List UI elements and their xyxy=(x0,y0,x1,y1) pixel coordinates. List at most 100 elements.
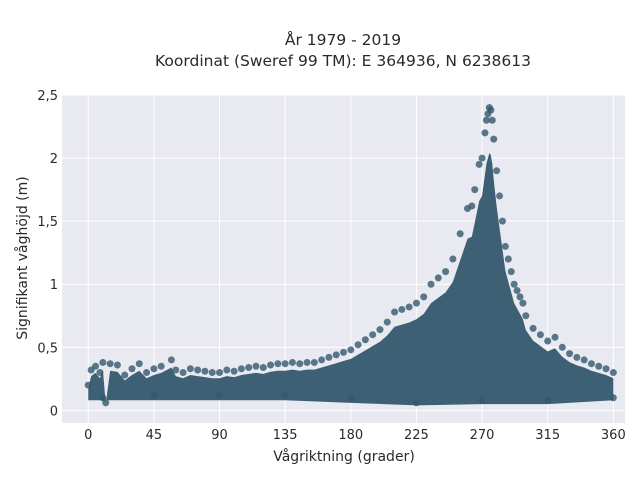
data-point xyxy=(186,365,194,373)
data-point xyxy=(121,371,129,379)
data-point xyxy=(143,369,151,377)
data-point xyxy=(488,116,496,124)
y-tick-label: 2 xyxy=(50,152,58,167)
data-point xyxy=(369,331,377,339)
data-point xyxy=(391,308,399,316)
data-point xyxy=(580,356,588,364)
data-point xyxy=(478,396,486,404)
data-point xyxy=(412,399,420,407)
x-tick-label: 90 xyxy=(211,428,228,443)
data-point xyxy=(201,367,209,375)
data-point xyxy=(113,361,121,369)
data-point xyxy=(230,367,238,375)
x-axis-title: Vågriktning (grader) xyxy=(273,448,415,465)
data-point xyxy=(318,356,326,364)
data-point xyxy=(99,394,107,402)
data-point xyxy=(449,255,457,263)
x-axis: 0 45 90 135 180 225 270 315 360 xyxy=(84,428,626,443)
x-tick-label: 135 xyxy=(273,428,298,443)
data-point xyxy=(398,305,406,313)
x-tick-label: 180 xyxy=(338,428,363,443)
data-point xyxy=(106,360,114,368)
data-point xyxy=(96,369,104,377)
y-tick-label: 1 xyxy=(50,278,58,293)
data-point xyxy=(376,326,384,334)
data-point xyxy=(332,351,340,359)
data-point xyxy=(267,361,275,369)
data-point xyxy=(510,280,518,288)
data-point xyxy=(566,350,574,358)
data-point xyxy=(609,369,617,377)
data-point xyxy=(150,365,158,373)
data-point xyxy=(274,360,282,368)
data-point xyxy=(259,363,267,371)
data-point xyxy=(427,280,435,288)
data-point xyxy=(245,363,253,371)
data-point xyxy=(303,358,311,366)
data-point xyxy=(92,362,100,370)
data-point xyxy=(383,318,391,326)
data-point xyxy=(595,362,603,370)
data-point xyxy=(498,217,506,225)
data-point xyxy=(468,202,476,210)
data-point xyxy=(347,394,355,402)
chart-subtitle: Koordinat (Sweref 99 TM): E 364936, N 62… xyxy=(155,52,531,70)
data-point xyxy=(310,358,318,366)
x-tick-label: 360 xyxy=(601,428,626,443)
x-tick-label: 45 xyxy=(146,428,163,443)
data-point xyxy=(340,348,347,356)
data-point xyxy=(296,360,304,368)
data-points xyxy=(84,104,617,407)
x-tick-label: 0 xyxy=(84,428,92,443)
data-point xyxy=(216,391,224,399)
data-point xyxy=(544,396,552,404)
data-point xyxy=(522,312,530,320)
data-point xyxy=(434,274,442,282)
data-point xyxy=(194,366,202,374)
data-point xyxy=(519,299,527,307)
data-point xyxy=(478,154,486,162)
data-point xyxy=(84,381,92,389)
data-point xyxy=(544,337,552,345)
data-point xyxy=(587,360,595,368)
data-point xyxy=(208,369,216,377)
data-point xyxy=(536,331,544,339)
data-point xyxy=(99,358,107,366)
x-tick-label: 270 xyxy=(470,428,495,443)
data-point xyxy=(516,293,524,301)
dense-point-band xyxy=(88,153,614,406)
data-point xyxy=(135,360,143,368)
data-point xyxy=(456,230,464,238)
data-point xyxy=(529,324,537,332)
data-point xyxy=(252,362,260,370)
data-point xyxy=(481,129,489,137)
data-point xyxy=(281,360,289,368)
data-point xyxy=(150,391,158,399)
data-point xyxy=(157,362,165,370)
y-axis-title: Signifikant våghöjd (m) xyxy=(14,176,31,339)
data-point xyxy=(179,369,187,377)
data-point xyxy=(496,192,504,200)
data-point xyxy=(507,268,515,276)
x-tick-label: 225 xyxy=(404,428,429,443)
data-point xyxy=(487,106,495,114)
data-point xyxy=(354,341,362,349)
chart-title: År 1979 - 2019 xyxy=(285,30,401,49)
data-point xyxy=(412,299,420,307)
data-point xyxy=(471,186,479,194)
data-point xyxy=(513,287,521,295)
data-point xyxy=(361,336,369,344)
data-point xyxy=(501,242,509,250)
data-point xyxy=(558,343,566,351)
data-point xyxy=(504,255,512,263)
y-tick-label: 2,5 xyxy=(37,89,58,104)
data-point xyxy=(602,365,610,373)
data-point xyxy=(609,394,617,402)
data-point xyxy=(420,293,428,301)
data-point xyxy=(281,391,289,399)
data-point xyxy=(172,366,180,374)
data-point xyxy=(475,160,483,168)
x-tick-label: 315 xyxy=(535,428,560,443)
y-axis: 0 0,5 1 1,5 2 2,5 xyxy=(37,89,58,419)
